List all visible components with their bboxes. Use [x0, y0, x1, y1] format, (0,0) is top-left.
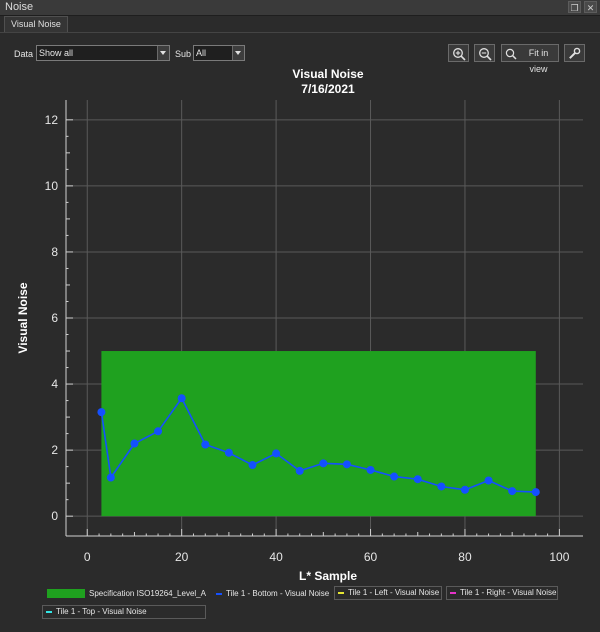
data-point	[531, 488, 540, 497]
y-tick-label: 8	[51, 245, 58, 259]
chart-subtitle: 7/16/2021	[301, 82, 355, 96]
legend-swatch-right	[450, 592, 456, 594]
float-window-button[interactable]: ❐	[568, 1, 581, 13]
sub-select-value: All	[196, 48, 207, 58]
wrench-icon	[569, 47, 581, 59]
x-tick-label: 0	[84, 550, 91, 564]
x-axis-label: L* Sample	[299, 569, 357, 583]
data-select-value: Show all	[39, 48, 74, 58]
legend-label-left: Tile 1 - Left - Visual Noise	[348, 588, 440, 597]
y-tick-label: 2	[51, 443, 58, 457]
restore-icon: ❐	[570, 3, 579, 13]
zoom-out-button[interactable]	[474, 44, 495, 62]
fit-in-view-button[interactable]: Fit in view	[501, 44, 559, 74]
zoom-in-button[interactable]	[448, 44, 469, 62]
zoom-out-icon	[479, 48, 492, 61]
data-point	[248, 460, 257, 469]
data-point	[106, 473, 115, 482]
close-window-button[interactable]: ✕	[584, 1, 597, 13]
tab-bar: Visual Noise	[0, 16, 600, 32]
legend-label-bottom: Tile 1 - Bottom - Visual Noise	[226, 589, 330, 598]
y-tick-label: 10	[45, 179, 59, 193]
search-icon	[505, 48, 517, 60]
data-point	[460, 485, 469, 494]
legend-label-right: Tile 1 - Right - Visual Noise	[460, 588, 557, 597]
data-select[interactable]: Show all	[36, 45, 170, 61]
spec-band	[101, 351, 536, 517]
data-point	[224, 448, 233, 457]
y-tick-label: 0	[51, 509, 58, 523]
legend-swatch-bottom	[216, 593, 222, 595]
data-point	[437, 482, 446, 491]
sub-label: Sub	[175, 49, 192, 59]
legend-item-bottom[interactable]: Tile 1 - Bottom - Visual Noise	[212, 586, 332, 600]
legend-item-right[interactable]: Tile 1 - Right - Visual Noise	[446, 586, 558, 600]
window-title: Noise	[5, 1, 34, 13]
x-tick-label: 60	[364, 550, 378, 564]
legend-label-top: Tile 1 - Top - Visual Noise	[56, 607, 147, 616]
data-point	[272, 449, 281, 458]
y-tick-label: 4	[51, 377, 58, 391]
data-point	[97, 408, 106, 417]
x-tick-label: 100	[549, 550, 569, 564]
y-tick-label: 6	[51, 311, 58, 325]
x-tick-label: 20	[175, 550, 189, 564]
legend-swatch-left	[338, 592, 344, 594]
window-titlebar: Noise ❐ ✕	[0, 0, 600, 16]
data-point	[484, 476, 493, 485]
data-point	[295, 466, 304, 475]
data-label: Data	[14, 49, 34, 59]
data-point	[319, 459, 328, 468]
main-panel	[0, 32, 600, 632]
legend-item-spec[interactable]: Specification ISO19264_Level_A	[44, 586, 210, 600]
fit-in-view-label: Fit in view	[528, 48, 549, 74]
sub-select[interactable]: All	[193, 45, 245, 61]
axes: 0 2 4 6 8 10 12 0 20 40 60 80 100	[45, 100, 583, 564]
legend-item-left[interactable]: Tile 1 - Left - Visual Noise	[334, 586, 442, 600]
legend-item-top[interactable]: Tile 1 - Top - Visual Noise	[42, 605, 206, 619]
data-point	[154, 427, 163, 436]
data-point	[130, 439, 139, 448]
y-tick-label: 12	[45, 113, 59, 127]
chart-title: Visual Noise	[292, 67, 363, 81]
series-layer	[97, 394, 540, 497]
legend-swatch-top	[46, 611, 52, 613]
settings-button[interactable]	[564, 44, 585, 62]
data-point	[413, 475, 422, 484]
close-icon: ✕	[586, 3, 595, 13]
tab-visual-noise[interactable]: Visual Noise	[4, 16, 68, 32]
spec-band-layer	[101, 351, 536, 517]
data-point	[342, 460, 351, 469]
x-tick-label: 80	[458, 550, 472, 564]
chevron-down-icon	[157, 46, 169, 60]
data-point	[508, 487, 517, 496]
x-tick-label: 40	[269, 550, 283, 564]
visual-noise-chart: Visual Noise 7/16/2021 Visual Noise L* S…	[16, 67, 583, 583]
data-point	[390, 472, 399, 481]
data-point	[201, 440, 210, 449]
data-point	[177, 394, 186, 403]
chevron-down-icon	[232, 46, 244, 60]
zoom-in-icon	[453, 48, 466, 61]
legend-label-spec: Specification ISO19264_Level_A	[89, 589, 206, 598]
y-axis-label: Visual Noise	[16, 282, 30, 353]
data-point	[366, 465, 375, 474]
legend-swatch-spec	[47, 589, 85, 598]
